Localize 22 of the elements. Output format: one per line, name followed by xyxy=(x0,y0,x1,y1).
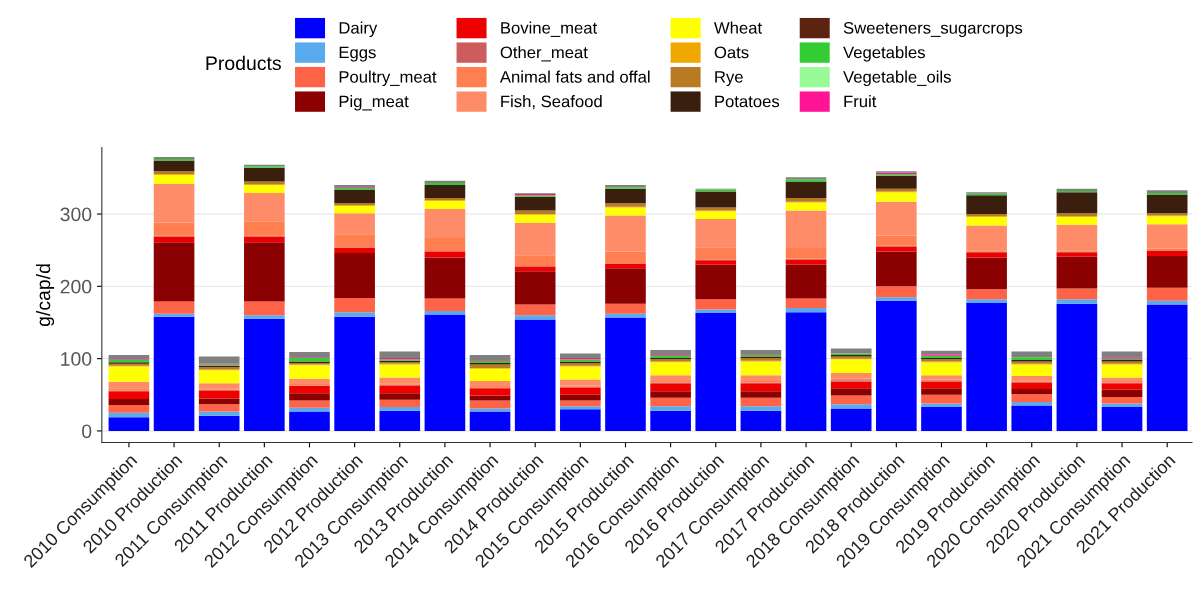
legend-label: Dairy xyxy=(339,21,378,38)
y-axis-title: g/cap/d xyxy=(35,264,55,327)
legend-label: Fruit xyxy=(844,95,877,108)
legend-label: Sweeteners_sugarcrops xyxy=(843,21,1023,38)
legend-title: Products xyxy=(206,55,281,71)
legend-label: Wheat xyxy=(714,21,762,34)
legend-label: Rye xyxy=(715,71,743,87)
legend-label: Other_meat xyxy=(500,46,588,62)
legend-label: Bovine_meat xyxy=(501,21,598,37)
legend-label: Pig_meat xyxy=(339,95,409,111)
y-tick-label: 300 xyxy=(60,207,92,222)
legend-label: Vegetable_oils xyxy=(843,70,951,87)
legend-label: Fish, Seafood xyxy=(501,95,602,110)
y-tick-label: 100 xyxy=(61,352,92,366)
y-tick-label: 200 xyxy=(60,279,92,294)
legend-label: Vegetables xyxy=(843,46,925,62)
legend-label: Eggs xyxy=(339,46,376,62)
legend-label: Poultry_meat xyxy=(339,70,437,87)
legend-label: Potatoes xyxy=(715,95,780,108)
legend-label: Oats xyxy=(714,46,749,59)
legend-label: Animal fats and offal xyxy=(499,70,650,83)
y-tick-label: 0 xyxy=(82,424,92,439)
